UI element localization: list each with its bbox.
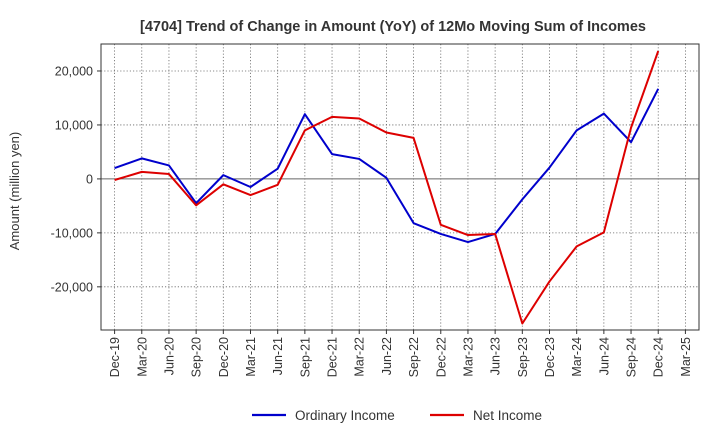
y-axis-label: Amount (million yen): [7, 132, 22, 251]
y-axis: 20,000 10,000 0 -10,000 -20,000: [51, 64, 101, 294]
chart-title: [4704] Trend of Change in Amount (YoY) o…: [140, 19, 646, 35]
x-tick-label: Sep-23: [516, 337, 530, 377]
x-tick-label: Dec-21: [326, 337, 340, 377]
x-tick-label: Dec-20: [217, 337, 231, 377]
x-tick-label: Sep-20: [190, 337, 204, 377]
x-tick-label: Dec-22: [434, 337, 448, 377]
y-tick-label: 10,000: [55, 118, 93, 132]
legend-label-0: Ordinary Income: [295, 408, 395, 423]
x-tick-label: Jun-23: [489, 337, 503, 375]
x-tick-label: Mar-21: [244, 337, 258, 377]
y-tick-label: -20,000: [51, 280, 93, 294]
x-axis: Dec-19 Mar-20 Jun-20 Sep-20 Dec-20 Mar-21 Jun-…: [108, 330, 693, 377]
legend-label-1: Net Income: [473, 408, 542, 423]
x-tick-label: Jun-24: [597, 337, 611, 375]
x-tick-label: Sep-22: [407, 337, 421, 377]
x-tick-label: Mar-23: [461, 337, 475, 377]
y-tick-label: 20,000: [55, 64, 93, 78]
x-tick-label: Jun-22: [380, 337, 394, 375]
legend: Ordinary Income Net Income: [252, 408, 542, 423]
x-tick-label: Mar-22: [353, 337, 367, 377]
grid-layer: [101, 44, 699, 330]
x-tick-label: Jun-20: [162, 337, 176, 375]
x-tick-label: Dec-19: [108, 337, 122, 377]
x-tick-label: Mar-25: [679, 337, 693, 377]
x-tick-label: Sep-21: [298, 337, 312, 377]
y-tick-label: 0: [86, 172, 93, 186]
x-tick-label: Mar-24: [570, 337, 584, 377]
x-tick-label: Dec-23: [543, 337, 557, 377]
x-tick-label: Jun-21: [271, 337, 285, 375]
x-tick-label: Sep-24: [625, 337, 639, 377]
x-tick-label: Dec-24: [652, 337, 666, 377]
x-tick-label: Mar-20: [135, 337, 149, 377]
y-tick-label: -10,000: [51, 226, 93, 240]
series-line-1: [115, 51, 659, 324]
series-layer: [115, 51, 659, 324]
